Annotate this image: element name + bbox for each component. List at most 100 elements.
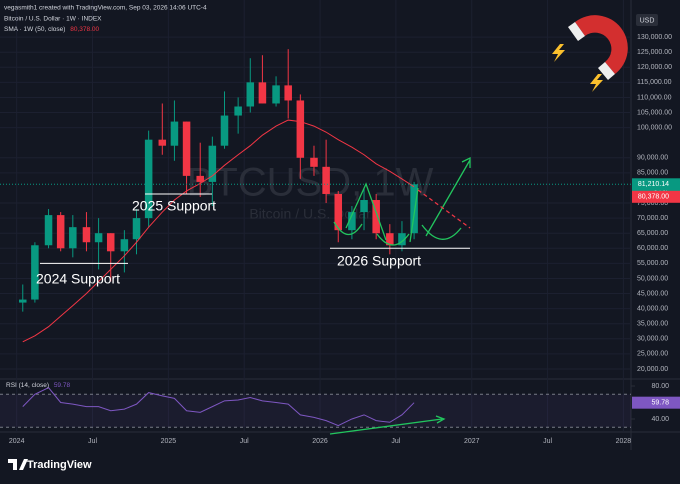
candle-body — [360, 200, 368, 213]
candle-body — [158, 139, 167, 146]
candle-body — [348, 212, 356, 231]
sma-legend-value: 80,378.00 — [70, 26, 99, 33]
x-tick-label: 2027 — [464, 438, 480, 445]
candle-body — [69, 227, 77, 249]
rsi-value-label-bg — [632, 396, 680, 409]
candle-body — [170, 121, 179, 146]
rsi-value-label: 59.78 — [651, 400, 669, 407]
drawings — [329, 156, 471, 435]
y-tick-label: 100,000.00 — [637, 124, 672, 131]
candle-body — [220, 115, 229, 146]
rsi-legend-value: 59.78 — [54, 382, 71, 389]
y-tick-label: 85,000.00 — [637, 170, 668, 177]
candle-body — [196, 175, 204, 182]
y-tick-label: 115,000.00 — [637, 79, 672, 86]
candle-body — [272, 85, 280, 104]
candle-body — [372, 200, 380, 234]
y-tick-label: 40,000.00 — [637, 305, 668, 312]
logo-mark — [8, 459, 28, 470]
curve-left — [333, 221, 363, 236]
zigzag-up — [409, 187, 419, 243]
y-tick-label: 75,000.00 — [637, 200, 668, 207]
rsi-band-fill — [0, 394, 631, 428]
watermark: BTCUSD, 1W — [187, 161, 434, 205]
grid — [0, 0, 635, 432]
sma-legend: SMA · 1W (50, close) 80,378.00 — [4, 26, 100, 33]
last-price-label: 81,210.14 — [638, 181, 669, 188]
symbol-title: Bitcoin / U.S. Dollar · 1W · INDEX — [4, 16, 102, 23]
y-tick-label: 70,000.00 — [637, 215, 668, 222]
curve-middle — [376, 233, 410, 246]
x-tick-label: Jul — [240, 438, 249, 445]
candle-body — [144, 139, 153, 219]
candle-body — [310, 157, 318, 167]
candle-body — [94, 233, 103, 243]
support-label: 2025 Support — [132, 198, 216, 214]
x-tick-label: 2026 — [312, 438, 328, 445]
support-label: 2026 Support — [337, 253, 421, 269]
y-tick-label: 105,000.00 — [637, 109, 672, 116]
candle-body — [18, 299, 27, 303]
marks — [0, 49, 631, 427]
y-tick-label: 35,000.00 — [637, 321, 668, 328]
x-tick-label: 2024 — [9, 438, 25, 445]
candle-body — [56, 215, 65, 249]
candle-body — [132, 218, 141, 240]
sma-line — [22, 119, 415, 343]
candle-body — [410, 184, 418, 234]
candle-body — [234, 106, 242, 116]
y-tick-label: 55,000.00 — [637, 260, 668, 267]
x-tick-label: Jul — [88, 438, 97, 445]
sma-price-label: 80,378.00 — [638, 194, 669, 201]
y-tick-label: 90,000.00 — [637, 155, 668, 162]
candle-body — [82, 227, 91, 243]
x-tick-label: Jul — [391, 438, 400, 445]
candle-body — [208, 145, 217, 182]
candle-body — [398, 233, 406, 246]
candle-body — [334, 193, 343, 231]
magnet-icon — [552, 15, 628, 92]
rsi-legend: RSI (14, close) 59.78 — [6, 382, 70, 389]
candle-body — [322, 166, 330, 194]
candle-body — [386, 233, 394, 246]
candle-body — [284, 85, 292, 101]
rsi-line — [22, 387, 415, 427]
sma-legend-name: SMA · 1W (50, close) — [4, 26, 65, 33]
projection-arrow — [425, 156, 471, 237]
sma-price-label-bg — [632, 190, 680, 203]
candle-body — [44, 215, 53, 246]
y-tick-label: 20,000.00 — [637, 366, 668, 373]
logo-text: TradingView — [27, 459, 92, 471]
candle-body — [246, 82, 255, 107]
y-tick-label: 30,000.00 — [637, 336, 668, 343]
rsi-divergence-arrow — [329, 415, 446, 435]
support-label: 2024 Support — [36, 271, 120, 287]
y-tick-label: 65,000.00 — [637, 230, 668, 237]
candle-body — [31, 245, 39, 300]
y-tick-label: 45,000.00 — [637, 290, 668, 297]
y-tick-label: 130,000.00 — [637, 34, 672, 41]
y-tick-label: 25,000.00 — [637, 351, 668, 358]
candle-body — [182, 121, 191, 176]
currency: USD — [640, 17, 655, 24]
curve-right — [421, 224, 462, 240]
rsi-legend-name: RSI (14, close) — [6, 382, 49, 389]
author-line: vegasmith1 created with TradingView.com,… — [4, 5, 207, 12]
x-tick-label: 2028 — [616, 438, 632, 445]
y-tick-label: 110,000.00 — [637, 94, 672, 101]
currency-box — [636, 14, 658, 26]
y-tick-label: 50,000.00 — [637, 275, 668, 282]
zigzag — [345, 182, 387, 241]
candle-body — [120, 239, 129, 252]
y-tick-label: 125,000.00 — [637, 49, 672, 56]
rsi-tick-label: 40.00 — [651, 416, 669, 423]
candle-body — [258, 82, 267, 104]
x-tick-label: Jul — [543, 438, 552, 445]
candle-body — [106, 233, 115, 252]
rsi-tick-label: 80.00 — [651, 383, 669, 390]
y-tick-label: 120,000.00 — [637, 64, 672, 71]
candle-body — [296, 100, 305, 158]
y-tick-label: 60,000.00 — [637, 245, 668, 252]
projection-dashed — [417, 189, 471, 229]
